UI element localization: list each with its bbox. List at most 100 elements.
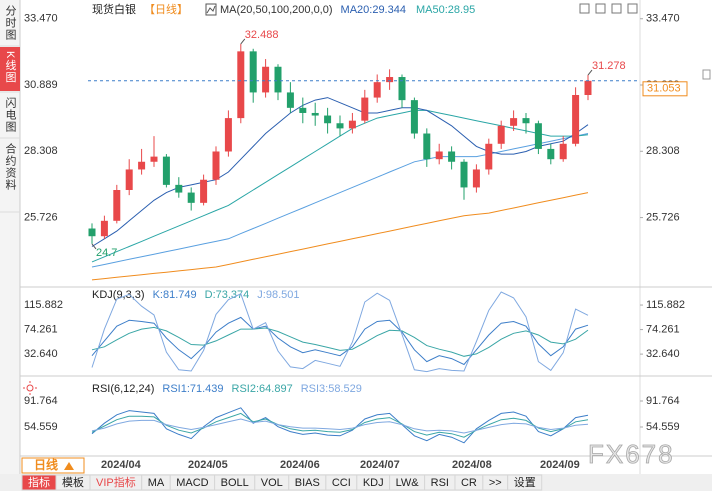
candle-body xyxy=(510,118,518,126)
toolbar-label[interactable]: LW& xyxy=(396,477,420,489)
toolbar-item[interactable]: 指标 xyxy=(21,474,57,491)
indicator-line xyxy=(91,192,589,281)
side-tab[interactable]: K线图 xyxy=(4,51,17,83)
toolbar-label[interactable]: CCI xyxy=(332,477,351,489)
candle-body xyxy=(534,123,542,149)
candle-body xyxy=(212,151,220,180)
toolbar-item[interactable]: KDJ xyxy=(356,474,391,491)
side-tab[interactable]: 分时图 xyxy=(4,5,17,41)
indicator-line xyxy=(91,326,589,357)
y-tick-label-right: 25.726 xyxy=(646,211,680,223)
candle-body xyxy=(125,169,133,190)
toolbar-label[interactable]: VIP指标 xyxy=(96,475,136,489)
y-tick-label-right: 33.470 xyxy=(646,13,680,25)
candle-body xyxy=(448,151,456,162)
toolbar-label[interactable]: KDJ xyxy=(363,477,384,489)
toolbar-label[interactable]: 设置 xyxy=(514,476,536,489)
toolbar-label[interactable]: 模板 xyxy=(62,475,84,489)
toolbar-label[interactable]: VOL xyxy=(261,477,283,489)
candle-body xyxy=(584,80,592,95)
icon[interactable] xyxy=(611,3,622,14)
toolbar-item[interactable]: RSI xyxy=(424,474,456,491)
toolbar-item[interactable]: VOL xyxy=(254,474,290,491)
x-tick-label: 2024/07 xyxy=(360,459,400,471)
toolbar-label[interactable]: RSI xyxy=(431,477,449,489)
y-tick-label-left: 74.261 xyxy=(24,323,58,335)
period-arrow[interactable] xyxy=(64,462,74,470)
toolbar-item[interactable]: MACD xyxy=(169,474,216,491)
y-tick-label-right: 115.882 xyxy=(646,299,685,311)
toolbar-item[interactable]: MA xyxy=(141,474,171,491)
candle-body xyxy=(336,123,344,129)
toolbar-label[interactable]: 指标 xyxy=(28,475,50,489)
candle-body xyxy=(435,151,443,160)
candle-body xyxy=(324,115,332,124)
y-tick-label-left: 30.889 xyxy=(24,79,58,91)
extreme-label: 24.7 xyxy=(96,247,117,259)
candle-body xyxy=(361,97,369,121)
toolbar-label[interactable]: MA xyxy=(148,477,165,489)
candle-body xyxy=(348,120,356,129)
settings-icon[interactable] xyxy=(23,381,37,395)
scroll-icon[interactable] xyxy=(702,69,711,80)
side-tab[interactable]: 闪电图 xyxy=(4,96,17,133)
toolbar-label[interactable]: >> xyxy=(489,477,502,489)
candle-body xyxy=(150,156,158,162)
candle-body xyxy=(472,169,480,188)
candle-body xyxy=(187,192,195,203)
top-icons[interactable] xyxy=(579,3,638,14)
period-label[interactable]: 日线 xyxy=(34,457,58,472)
candle-body xyxy=(386,77,394,83)
y-tick-label-left: 115.882 xyxy=(24,299,63,311)
candle-body xyxy=(547,148,555,160)
toolbar-item[interactable]: CCI xyxy=(325,474,358,491)
extreme-label: 31.278 xyxy=(592,60,626,72)
icon[interactable] xyxy=(579,3,590,14)
candle-body xyxy=(286,92,294,108)
pane-legend: KDJ(9,3,3) xyxy=(92,289,145,301)
toolbar-item[interactable]: BIAS xyxy=(288,474,327,491)
y-tick-label-left: 33.470 xyxy=(24,13,58,25)
legend-entry: MA50:28.95 xyxy=(416,4,475,16)
candle-body xyxy=(311,112,319,116)
y-tick-label-left: 54.559 xyxy=(24,421,58,433)
toolbar-item[interactable]: 设置 xyxy=(507,474,543,491)
toolbar-item[interactable]: LW& xyxy=(389,474,426,491)
toolbar-label[interactable]: BOLL xyxy=(221,477,249,489)
pane-legend: MA(20,50,100,200,0,0) xyxy=(220,4,333,16)
candle-body xyxy=(249,51,257,93)
toolbar-label[interactable]: BIAS xyxy=(295,477,320,489)
extreme-marker xyxy=(91,243,97,250)
candle-body xyxy=(262,66,270,93)
toolbar-label[interactable]: CR xyxy=(461,477,477,489)
toolbar-item[interactable]: BOLL xyxy=(214,474,256,491)
y-tick-label-right: 54.559 xyxy=(646,421,680,433)
toolbar-item[interactable]: >> xyxy=(482,474,509,491)
toolbar-item[interactable]: CR xyxy=(454,474,484,491)
indicator-line xyxy=(91,97,589,247)
candle-body xyxy=(485,143,493,170)
pane-legend: RSI2:64.897 xyxy=(232,383,293,395)
indicator-line xyxy=(91,412,589,438)
candle-body xyxy=(559,143,567,160)
toolbar-item[interactable]: VIP指标 xyxy=(89,474,143,491)
pane-legend: J:98.501 xyxy=(257,289,299,301)
icon[interactable] xyxy=(627,3,638,14)
pane-legend: RSI1:71.439 xyxy=(162,383,223,395)
candle-body xyxy=(423,133,431,160)
last-price-box xyxy=(642,81,688,97)
side-tab[interactable]: 合约资料 xyxy=(4,142,17,191)
candle-body xyxy=(113,190,121,221)
side-tabs-bg xyxy=(0,0,20,474)
tab-active-bg[interactable] xyxy=(0,47,20,91)
toolbar-item[interactable]: 模板 xyxy=(55,474,91,491)
toolbar-button[interactable] xyxy=(507,474,543,491)
pane-legend: RSI(6,12,24) xyxy=(92,383,154,395)
icon[interactable] xyxy=(595,3,606,14)
pane-legend: 【日线】 xyxy=(144,2,188,16)
icon-core[interactable] xyxy=(26,384,34,392)
candle-body xyxy=(224,118,232,152)
toolbar-label[interactable]: MACD xyxy=(176,477,208,489)
legend-entry: MA20:29.344 xyxy=(341,4,406,16)
